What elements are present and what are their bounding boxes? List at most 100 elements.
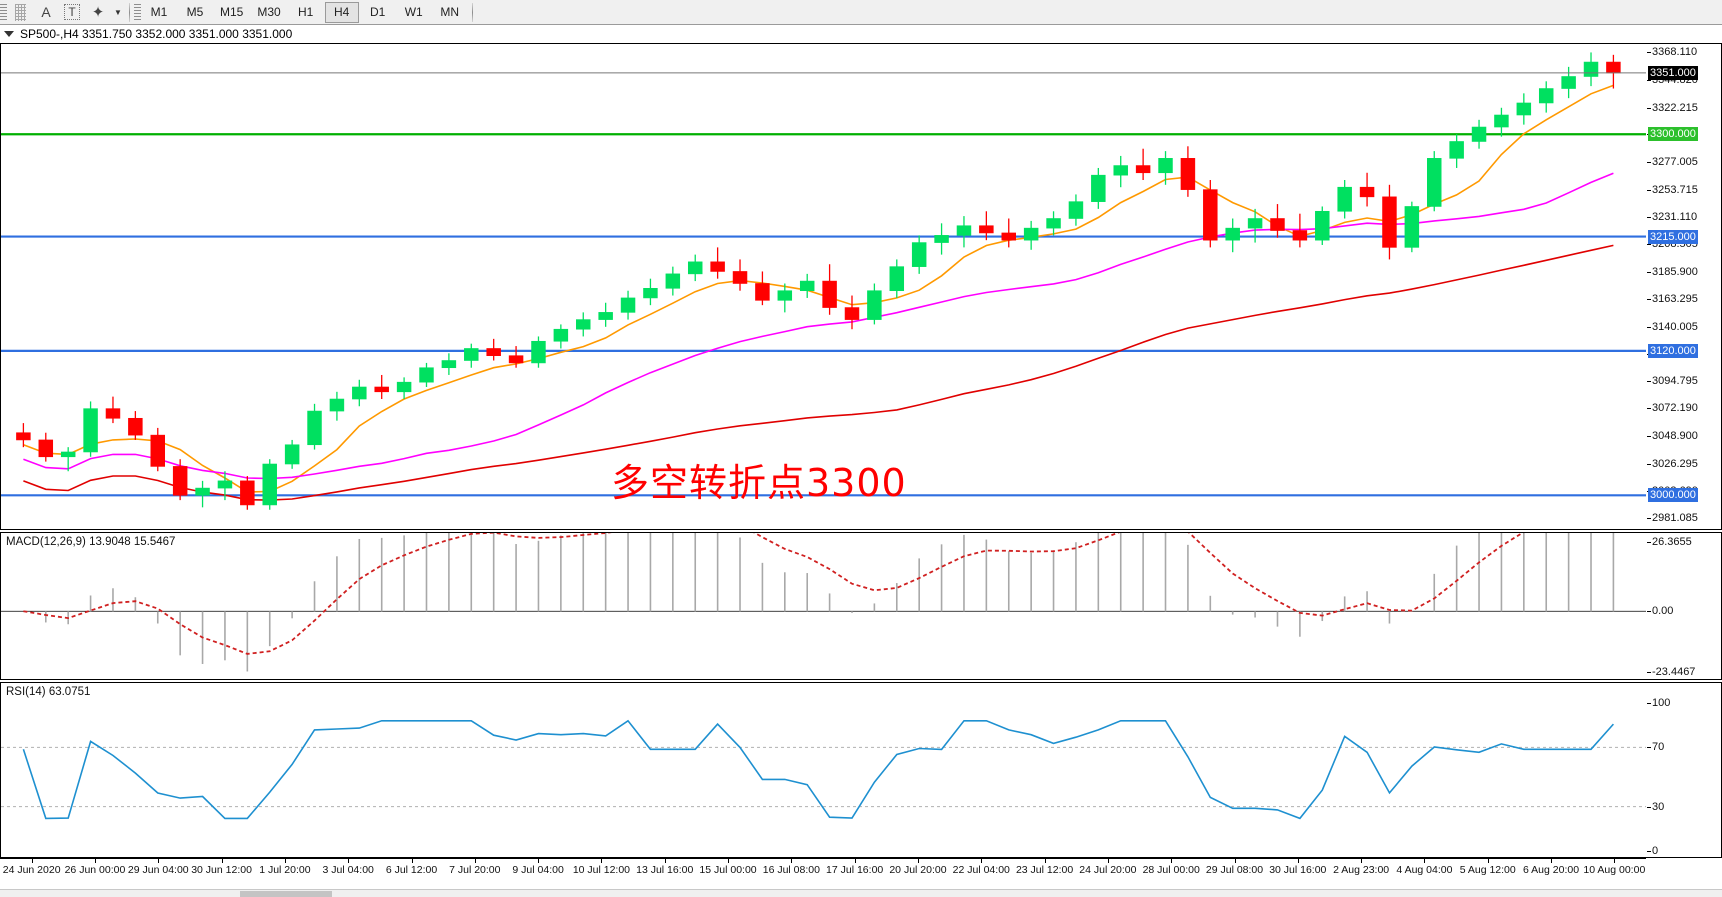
price-badge-hline-level: 3300.000 [1648,127,1698,142]
time-tick [1044,858,1046,863]
macd-tick-label: 26.3655 [1647,536,1692,549]
price-badge-hline-level: 3215.000 [1648,229,1698,244]
time-tick [1614,858,1616,863]
price-tick-label: 3094.795 [1647,375,1698,388]
horizontal-scrollbar[interactable] [0,889,1722,897]
macd-panel[interactable]: MACD(12,26,9) 13.9048 15.5467 26.3655 0.0… [0,532,1722,680]
crosshair-grid-icon[interactable] [7,1,33,24]
price-tick-label: 3253.715 [1647,183,1698,196]
timeframe-button-mn[interactable]: MN [440,5,460,19]
rsi-plot-area[interactable]: RSI(14) 63.0751 [1,683,1647,857]
time-tick [1234,858,1236,863]
time-tick [601,858,603,863]
time-axis-label: 13 Jul 16:00 [636,864,694,876]
timeframe-button-m15[interactable]: M15 [220,5,244,19]
time-axis-label: 3 Jul 04:00 [322,864,374,876]
price-plot-area[interactable]: 多空转折点3300 [1,44,1647,529]
time-axis-label: 24 Jul 20:00 [1079,864,1137,876]
time-axis-label: 15 Jul 00:00 [699,864,757,876]
chart-annotation-text: 多空转折点3300 [611,461,907,505]
time-axis-label: 23 Jul 12:00 [1015,864,1074,876]
time-axis-label: 2 Aug 23:00 [1333,864,1390,876]
time-axis-label: 30 Jun 12:00 [191,864,252,876]
timeframe-group: M1 M5 M15 M30 H1 H4 D1 W1 MN [141,1,468,23]
macd-tick-label: -23.4467 [1646,666,1696,678]
price-tick-label: 3185.900 [1647,265,1698,278]
time-tick [538,858,540,863]
text-object-icon[interactable]: T [59,1,85,24]
timeframe-button-d1[interactable]: D1 [370,5,386,19]
time-tick [284,858,286,863]
price-tick-label: 3140.005 [1647,320,1698,333]
timeframe-button-m30[interactable]: M30 [257,5,281,19]
indicators-icon[interactable]: ✦ [91,4,105,21]
macd-plot-area[interactable]: MACD(12,26,9) 13.9048 15.5467 [1,533,1647,679]
timeframe-grip[interactable] [134,3,141,21]
time-axis-label: 20 Jul 20:00 [889,864,947,876]
time-axis-label: 17 Jul 16:00 [826,864,884,876]
time-tick [1361,858,1363,863]
price-tick-label: 3026.295 [1647,457,1698,470]
timeframe-button-h1[interactable]: H1 [298,5,314,19]
time-axis-label: 7 Jul 20:00 [449,864,501,876]
time-tick [158,858,160,863]
price-chart-panel[interactable]: 多空转折点3300 3368.1103344.8203322.2153300.0… [0,43,1722,530]
time-axis-label: 10 Jul 12:00 [572,864,631,876]
time-axis-label: 9 Jul 04:00 [512,864,564,876]
price-badge-hline-level: 3120.000 [1648,343,1698,358]
price-badge-last-price: 3351.000 [1648,65,1698,80]
time-axis-label: 26 Jun 00:00 [64,864,126,876]
toolbar-separator-2 [471,2,473,22]
collapse-triangle-icon[interactable] [4,31,14,37]
rsi-panel[interactable]: RSI(14) 63.0751 100 70 30 0 [0,682,1722,858]
dropdown-caret-icon[interactable]: ▼ [114,7,122,17]
time-tick [728,858,730,863]
toolbar-grip[interactable] [0,3,7,21]
time-axis-label: 28 Jul 00:00 [1142,864,1200,876]
time-tick [411,858,413,863]
rsi-series-layer [1,719,1647,820]
price-badge-hline-level: 3000.000 [1648,488,1698,503]
price-tick-label: 2981.085 [1647,512,1698,525]
price-tick-label: 3072.190 [1647,402,1698,415]
rsi-tick-label: 0 [1646,845,1659,857]
timeframe-button-m5[interactable]: M5 [186,5,204,19]
time-tick [1487,858,1489,863]
time-axis-label: 6 Aug 20:00 [1523,864,1580,876]
time-tick [221,858,223,863]
time-tick [31,858,33,863]
timeframe-button-h4[interactable]: H4 [324,1,359,23]
time-tick [1107,858,1109,863]
price-tick-label: 3322.215 [1647,101,1698,114]
main-toolbar: A T ✦ ▼ M1 M5 M15 M30 H1 H4 D1 W1 MN [0,0,1722,25]
time-tick [791,858,793,863]
timeframe-button-m1[interactable]: M1 [150,5,168,19]
rsi-axis: 100 70 30 0 [1646,683,1721,857]
time-axis-label: 29 Jun 04:00 [127,864,189,876]
price-tick-label: 3277.005 [1647,155,1698,168]
time-axis-label: 29 Jul 08:00 [1205,864,1264,876]
time-tick [917,858,919,863]
time-axis-label: 4 Aug 04:00 [1396,864,1453,876]
time-axis-label: 6 Jul 12:00 [385,864,438,876]
time-tick [664,858,666,863]
time-tick [1171,858,1173,863]
rsi-tick-label: 100 [1646,697,1671,709]
scrollbar-thumb[interactable] [240,891,332,897]
price-tick-label: 3231.110 [1646,211,1698,224]
rsi-tick-label: 70 [1646,741,1665,754]
text-label-icon[interactable]: A [41,4,51,20]
time-tick [1551,858,1553,863]
price-axis[interactable]: 3368.1103344.8203322.2153300.0003277.005… [1646,44,1721,529]
macd-label: MACD(12,26,9) 13.9048 15.5467 [6,536,176,548]
price-tick-label: 3048.900 [1647,430,1698,443]
time-axis-label: 5 Aug 12:00 [1459,864,1516,876]
timeframe-button-w1[interactable]: W1 [404,5,423,19]
rsi-tick-label: 30 [1646,800,1665,813]
symbol-quote-bar: SP500-,H4 3351.750 3352.000 3351.000 335… [0,26,1722,42]
time-axis-label: 10 Aug 00:00 [1583,864,1646,876]
price-candles-layer [1,52,1647,510]
time-tick [981,858,983,863]
time-axis-label: 22 Jul 04:00 [952,864,1010,876]
macd-axis: 26.3655 0.00 -23.4467 [1646,533,1721,679]
